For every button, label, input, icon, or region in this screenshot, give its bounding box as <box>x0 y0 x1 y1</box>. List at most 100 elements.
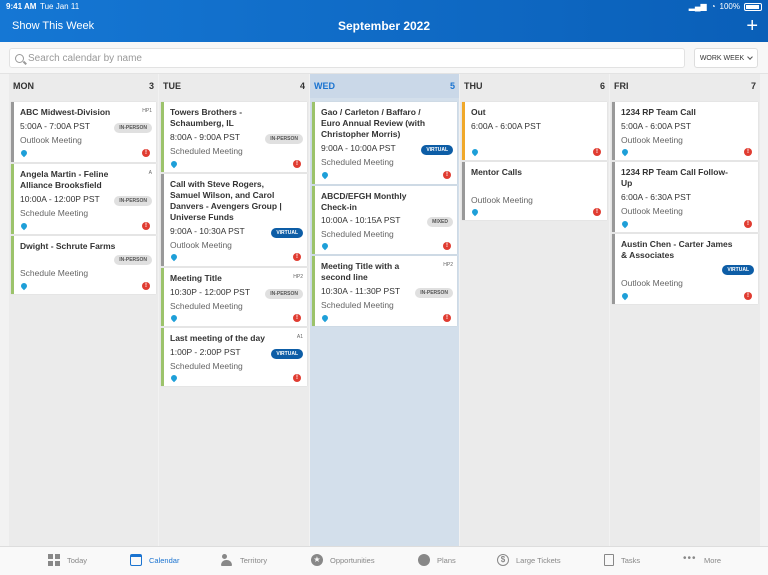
event-card[interactable]: 1234 RP Team Call 5:00A - 6:00A PST Outl… <box>612 102 758 160</box>
calendar-icon <box>130 554 142 566</box>
event-time: 10:00A - 12:00P PST <box>20 194 100 204</box>
alert-icon: ! <box>443 314 451 322</box>
event-title: 1234 RP Team Call <box>621 107 696 117</box>
event-card[interactable]: Towers Brothers - Schaumberg, IL 8:00A -… <box>161 102 307 172</box>
alert-icon: ! <box>744 292 752 300</box>
alert-icon: ! <box>293 160 301 168</box>
alert-icon: ! <box>293 374 301 382</box>
tab-today[interactable]: Today <box>48 554 87 566</box>
tab-label: More <box>704 555 722 565</box>
meeting-type-chip: IN-PERSON <box>114 196 152 206</box>
day-name: WED <box>314 81 335 91</box>
event-card[interactable]: Meeting Title with a second line HP2 10:… <box>312 256 457 326</box>
day-name: THU <box>464 81 483 91</box>
event-subtitle: Scheduled Meeting <box>170 361 243 371</box>
day-number: 4 <box>299 81 305 91</box>
day-column-fri: FRI 7 1234 RP Team Call 5:00A - 6:00A PS… <box>610 74 760 546</box>
day-number: 6 <box>599 81 605 91</box>
event-title: ABC Midwest-Division <box>20 107 111 117</box>
event-card[interactable]: Gao / Carleton / Baffaro / Euro Annual R… <box>312 102 457 184</box>
event-title: Last meeting of the day <box>170 333 265 343</box>
location-pin-icon <box>470 147 480 157</box>
event-card[interactable]: Out 6:00A - 6:00A PST ! <box>462 102 607 160</box>
dollar-icon: $ <box>497 554 509 566</box>
event-time: 6:00A - 6:00A PST <box>471 121 541 131</box>
status-bar: 9:41 AM Tue Jan 11 ▂▄▆ ◔ 100% <box>0 0 768 13</box>
event-tag: HP2 <box>443 262 453 268</box>
alert-icon: ! <box>142 222 150 230</box>
alert-icon: ! <box>443 171 451 179</box>
event-card[interactable]: Dwight - Schrute Farms IN-PERSON Schedul… <box>11 236 156 294</box>
day-number: 3 <box>148 81 154 91</box>
event-card[interactable]: Meeting Title HP2 10:30P - 12:00P PST IN… <box>161 268 307 326</box>
location-pin-icon <box>19 281 29 291</box>
status-date: Tue Jan 11 <box>40 2 80 11</box>
location-pin-icon <box>320 241 330 251</box>
event-card[interactable]: Call with Steve Rogers, Samuel Wilson, a… <box>161 174 307 266</box>
star-icon: ★ <box>311 554 323 566</box>
battery-level: 100% <box>719 2 740 11</box>
alert-icon: ! <box>293 314 301 322</box>
tab-plans[interactable]: Plans <box>418 554 456 566</box>
meeting-type-chip: IN-PERSON <box>415 288 453 298</box>
meeting-type-chip: VIRTUAL <box>271 349 303 359</box>
event-subtitle: Scheduled Meeting <box>321 157 394 167</box>
location-pin-icon <box>169 313 179 323</box>
meeting-type-chip: VIRTUAL <box>421 145 453 155</box>
event-card[interactable]: ABCD/EFGH Monthly Check-in 10:00A - 10:1… <box>312 186 457 254</box>
day-name: FRI <box>614 81 629 91</box>
event-title: Angela Martin - Feline Alliance Brooksfi… <box>20 169 109 190</box>
people-icon <box>221 554 233 566</box>
event-tag: A <box>148 170 152 176</box>
search-box[interactable] <box>9 48 685 68</box>
alert-icon: ! <box>593 208 601 216</box>
chevron-down-icon <box>747 54 754 60</box>
tab-territory[interactable]: Territory <box>221 554 267 566</box>
event-subtitle: Outlook Meeting <box>621 135 683 145</box>
show-this-week-link[interactable]: Show This Week <box>12 20 95 32</box>
event-subtitle: Outlook Meeting <box>621 206 683 216</box>
event-title: Austin Chen - Carter James & Associates <box>621 239 733 260</box>
event-subtitle: Outlook Meeting <box>170 240 232 250</box>
day-column-thu: THU 6 Out 6:00A - 6:00A PST ! Mentor Cal… <box>460 74 609 546</box>
event-subtitle: Scheduled Meeting <box>170 301 243 311</box>
event-title: Gao / Carleton / Baffaro / Euro Annual R… <box>321 107 426 139</box>
tab-label: Large Tickets <box>516 555 561 565</box>
event-time: 1:00P - 2:00P PST <box>170 347 241 357</box>
event-card[interactable]: Last meeting of the day A1 1:00P - 2:00P… <box>161 328 307 386</box>
event-subtitle: Outlook Meeting <box>20 135 82 145</box>
alert-icon: ! <box>293 253 301 261</box>
tab-more[interactable]: ••• More <box>683 554 721 566</box>
location-pin-icon <box>620 219 630 229</box>
event-title: Out <box>471 107 486 117</box>
view-select[interactable]: WORK WEEK <box>694 48 758 68</box>
location-pin-icon <box>620 291 630 301</box>
event-card[interactable]: ABC Midwest-Division HP1 5:00A - 7:00A P… <box>11 102 156 162</box>
status-time: 9:41 AM <box>6 2 37 11</box>
app-header: 9:41 AM Tue Jan 11 ▂▄▆ ◔ 100% Show This … <box>0 0 768 42</box>
event-title: ABCD/EFGH Monthly Check-in <box>321 191 407 212</box>
event-tag: A1 <box>296 334 303 340</box>
day-name: TUE <box>163 81 181 91</box>
meeting-type-chip: IN-PERSON <box>265 289 303 299</box>
tab-large-tickets[interactable]: $ Large Tickets <box>497 554 561 566</box>
day-number: 5 <box>449 81 455 91</box>
location-pin-icon <box>169 373 179 383</box>
alert-icon: ! <box>593 148 601 156</box>
location-pin-icon <box>620 147 630 157</box>
clipboard-icon <box>604 554 614 566</box>
tab-opportunities[interactable]: ★ Opportunities <box>311 554 375 566</box>
event-card[interactable]: Austin Chen - Carter James & Associates … <box>612 234 758 304</box>
event-card[interactable]: 1234 RP Team Call Follow-Up 6:00A - 6:30… <box>612 162 758 232</box>
event-card[interactable]: Mentor Calls Outlook Meeting ! <box>462 162 607 220</box>
event-time: 5:00A - 6:00A PST <box>621 121 691 131</box>
tab-calendar[interactable]: Calendar <box>130 554 179 566</box>
tab-tasks[interactable]: Tasks <box>604 554 640 566</box>
event-card[interactable]: Angela Martin - Feline Alliance Brooksfi… <box>11 164 156 234</box>
event-subtitle: Outlook Meeting <box>621 278 683 288</box>
search-input[interactable] <box>28 52 668 64</box>
week-grid: MON 3 ABC Midwest-Division HP1 5:00A - 7… <box>0 74 768 546</box>
add-event-button[interactable]: + <box>746 15 758 37</box>
event-time: 5:00A - 7:00A PST <box>20 121 90 131</box>
day-column-wed: WED 5 Gao / Carleton / Baffaro / Euro An… <box>310 74 459 546</box>
